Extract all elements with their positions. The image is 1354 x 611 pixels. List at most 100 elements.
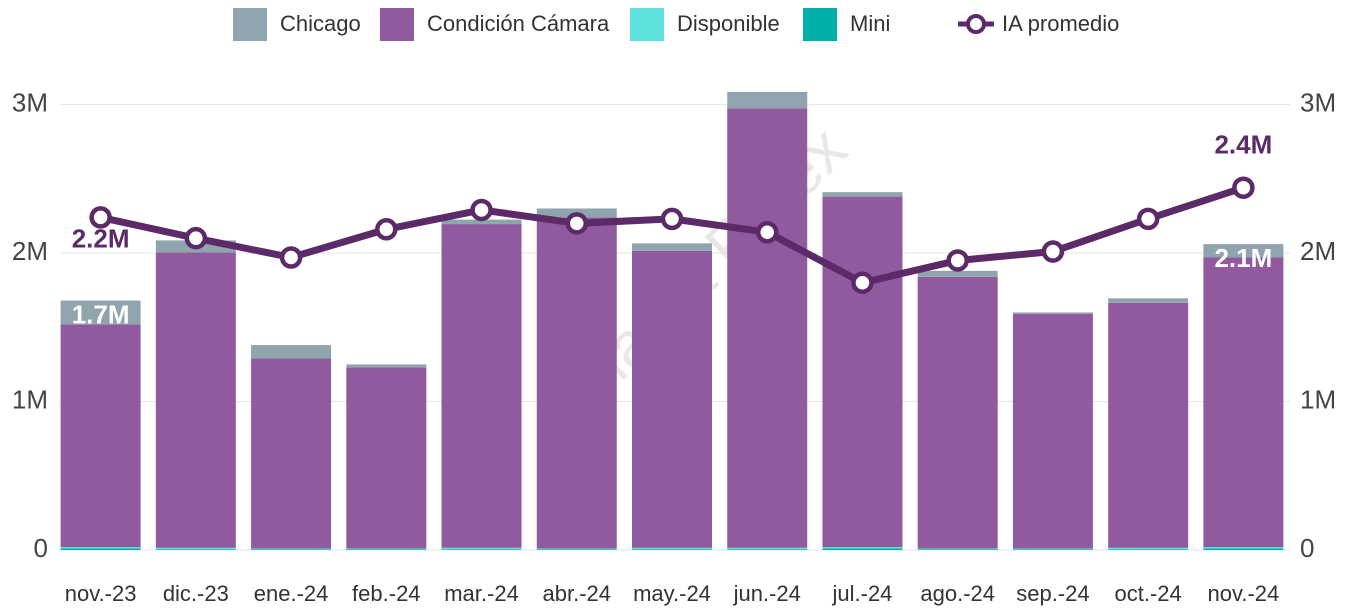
bar-segment [536,549,617,550]
bar-segment [917,270,998,277]
bar-segment [346,367,427,549]
legend-label: Mini [850,11,890,36]
legend-label: Chicago [280,11,361,36]
bar-segment [727,91,808,109]
line-marker [279,246,303,269]
bar-segment [1012,548,1093,550]
bar-segment [1012,312,1093,314]
x-tick-label: ago.-24 [920,581,995,606]
y-tick-label: 1M [12,384,48,414]
bar-segment [1012,313,1093,549]
line-marker [660,207,684,231]
bar-segment [441,547,522,550]
legend-marker [966,14,986,34]
bar-segment [632,549,712,550]
bar-segment [251,358,332,549]
bar-segment [917,549,998,550]
legend-label: IA promedio [1002,11,1119,36]
bar-segment [1203,244,1284,258]
x-tick-label: mar.-24 [444,581,519,606]
bar-segment [632,250,712,548]
bar-segment [536,217,617,549]
y-tick-label: 2M [12,236,48,266]
line-marker [1041,240,1065,263]
line-marker [470,198,493,222]
legend-swatch [233,8,267,41]
y2-tick-label: 2M [1300,236,1336,266]
legend-swatch [803,8,837,41]
bar-segment [632,547,712,550]
bar-segment [1108,302,1189,548]
x-tick-label: feb.-24 [352,581,421,606]
bar-segment [60,548,141,550]
bar-label: 2.1M [1214,243,1272,273]
bar-segment [1203,257,1284,548]
bar-segment [1203,548,1284,550]
y-tick-label: 0 [34,533,48,563]
bar-segment [251,548,332,550]
x-tick-label: jun.-24 [733,581,801,606]
bar-segment [251,345,332,359]
line-marker [565,212,589,235]
legend-swatch [380,8,414,41]
x-tick-label: oct.-24 [1115,581,1182,606]
bar-segment [1203,547,1284,549]
x-tick-label: dic.-23 [163,581,229,606]
bar-segment [917,548,998,550]
line-marker [851,271,874,294]
bar-segment [727,549,808,550]
line-marker [1136,207,1160,231]
x-tick-label: nov.-24 [1208,581,1280,606]
y2-tick-label: 1M [1300,384,1336,414]
bar-segment [441,549,522,550]
legend-label: Condición Cámara [427,11,610,36]
bar-segment [346,364,427,368]
bar-segment [1108,298,1189,303]
line-marker [89,206,112,229]
x-tick-label: sep.-24 [1016,581,1089,606]
line-marker [375,218,398,241]
line-value-label: 2.4M [1214,130,1272,160]
x-tick-label: jul.-24 [832,581,893,606]
legend-swatch [630,8,664,41]
y-tick-label: 3M [12,87,48,117]
bar-segment [727,108,808,548]
bar-segment [60,300,141,325]
x-tick-label: may.-24 [633,581,711,606]
bar-segment [441,224,522,548]
line-marker [946,249,969,272]
bar-segment [632,243,712,251]
x-tick-label: abr.-24 [543,581,612,606]
line-marker [1232,176,1255,199]
bar-segment [60,547,141,549]
bar-segment [1012,549,1093,550]
line-marker [184,226,208,250]
bar-segment [251,549,332,550]
bar-segment [155,547,236,550]
x-tick-label: ene.-24 [254,581,329,606]
bar-label: 1.7M [72,299,130,329]
bar-segment [346,548,427,550]
bar-segment [155,549,236,550]
y2-tick-label: 0 [1300,533,1314,563]
bar-segment [727,547,808,550]
line-marker [755,220,779,244]
bar-segment [536,548,617,550]
bar-segment [917,276,998,549]
y2-tick-label: 3M [1300,87,1336,117]
x-tick-label: nov.-23 [65,581,137,606]
bar-segment [822,196,903,548]
bar-segment [441,219,522,225]
line-value-label: 2.2M [72,223,130,253]
bar-segment [1108,549,1189,550]
bar-segment [822,547,903,549]
bar-segment [60,324,141,548]
bar-segment [155,252,236,548]
bar-segment [822,192,903,197]
bar-segment [346,549,427,550]
bar-segment [822,548,903,550]
legend-label: Disponible [677,11,780,36]
bar-segment [1108,547,1189,550]
